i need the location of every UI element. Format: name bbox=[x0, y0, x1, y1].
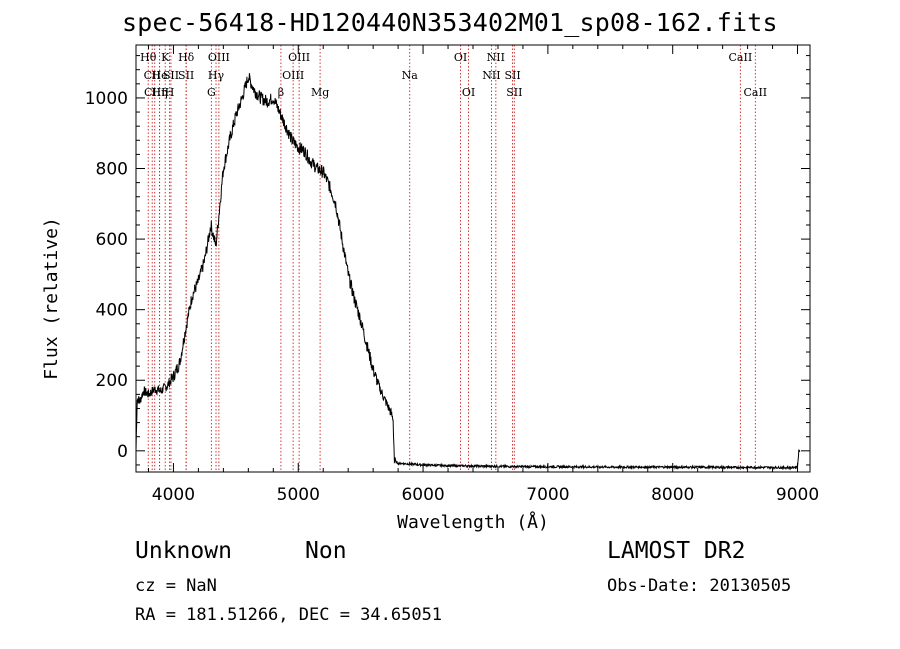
line-marker-label: He bbox=[152, 69, 168, 82]
line-marker-label: G bbox=[207, 86, 216, 99]
line-marker-label: Hγ bbox=[208, 69, 225, 82]
line-marker-label: Hθ bbox=[140, 51, 157, 64]
observation-date: Obs-Date: 20130505 bbox=[607, 576, 792, 596]
coordinates: RA = 181.51266, DEC = 34.65051 bbox=[135, 605, 443, 625]
line-marker-label: K bbox=[161, 51, 170, 64]
line-marker-label: CII bbox=[144, 69, 161, 82]
plot-title: spec-56418-HD120440N353402M01_sp08-162.f… bbox=[122, 8, 778, 37]
x-tick-label: 4000 bbox=[152, 485, 195, 505]
x-tick-label: 9000 bbox=[776, 485, 819, 505]
line-marker-label: SII bbox=[163, 69, 179, 82]
line-marker-label: NII bbox=[487, 51, 505, 64]
line-marker-label: CIII bbox=[144, 86, 165, 99]
line-marker-label: OI bbox=[454, 51, 467, 64]
line-marker-label: Hη bbox=[151, 86, 167, 99]
line-marker-label: Hδ bbox=[178, 51, 195, 64]
y-tick-label: 0 bbox=[117, 442, 128, 462]
spectrum-line bbox=[135, 73, 801, 471]
y-tick-label: 200 bbox=[96, 371, 128, 391]
line-marker-label: SII bbox=[504, 69, 520, 82]
line-marker-label: Mg bbox=[311, 86, 329, 99]
line-marker-label: Na bbox=[402, 69, 419, 82]
line-marker-label: OI bbox=[462, 86, 475, 99]
survey-name: LAMOST DR2 bbox=[607, 538, 746, 564]
y-tick-label: 400 bbox=[96, 301, 128, 321]
y-axis-label: Flux (relative) bbox=[41, 217, 62, 380]
line-marker-label: OIII bbox=[288, 51, 310, 64]
y-tick-label: 600 bbox=[96, 230, 128, 250]
line-marker-label: SII bbox=[178, 69, 194, 82]
line-marker-label: NII bbox=[482, 69, 500, 82]
object-class: Non bbox=[305, 538, 347, 564]
line-marker-label: SII bbox=[506, 86, 522, 99]
x-tick-label: 6000 bbox=[401, 485, 444, 505]
y-tick-label: 1000 bbox=[85, 89, 128, 109]
x-tick-label: 8000 bbox=[651, 485, 694, 505]
y-axis: 0 200 400 600 800 1000 bbox=[85, 55, 810, 466]
line-marker-label: β bbox=[278, 86, 284, 99]
line-marker-label: H bbox=[165, 86, 175, 99]
line-marker-label: OIII bbox=[282, 69, 304, 82]
object-type: Unknown bbox=[135, 538, 232, 564]
x-tick-label: 5000 bbox=[277, 485, 320, 505]
emission-line-markers bbox=[147, 45, 756, 472]
y-tick-label: 800 bbox=[96, 160, 128, 180]
line-marker-label: CaII bbox=[743, 86, 767, 99]
plot-frame bbox=[135, 44, 811, 473]
line-marker-label: CaII bbox=[729, 51, 753, 64]
redshift-value: cz = NaN bbox=[135, 576, 217, 596]
x-axis: 4000 5000 6000 7000 8000 9000 bbox=[147, 45, 819, 505]
x-axis-label: Wavelength (Å) bbox=[397, 511, 549, 533]
line-marker-label: OIII bbox=[208, 51, 230, 64]
x-tick-label: 7000 bbox=[526, 485, 569, 505]
